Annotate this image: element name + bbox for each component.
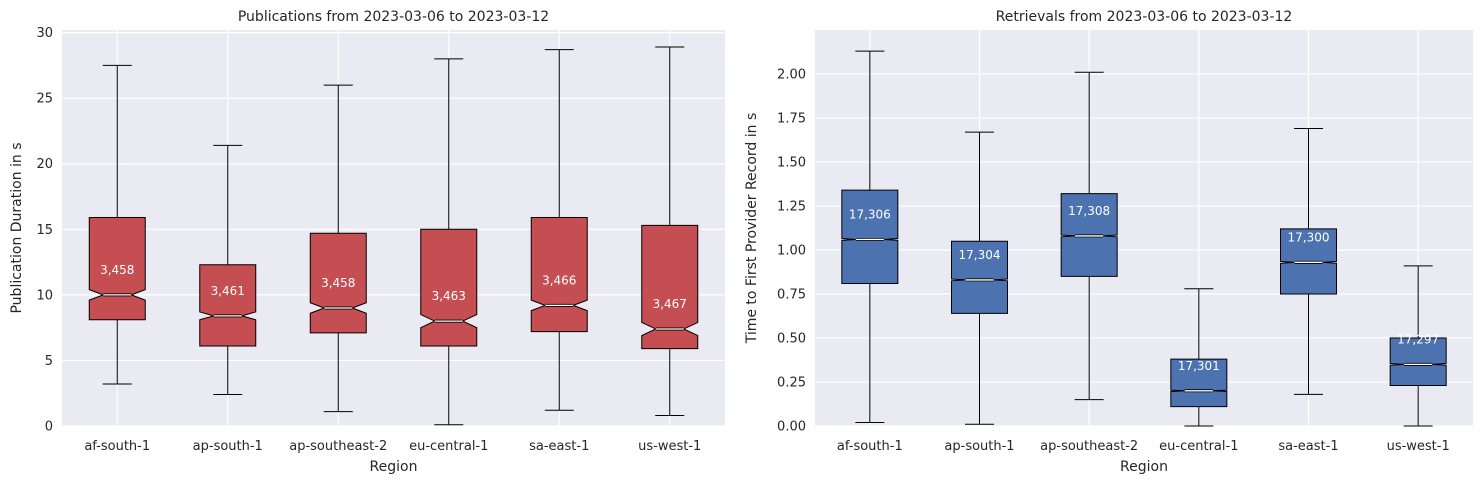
retrievals-box-us-west-1: 17,297 [1389, 265, 1447, 427]
box-body [951, 240, 1008, 314]
retrievals-y-tick-label: 1.00 [777, 244, 806, 259]
box-body [1170, 358, 1228, 408]
retrievals-y-tick-label: 0.75 [777, 288, 806, 303]
publications-box-eu-central-1: 3,463 [420, 58, 478, 426]
publications-y-tick-label: 0 [45, 420, 53, 435]
publications-panel: 3,458 3,461 3,458 3,463 3,466 3,467 0 5 10 15 20 2… [9, 9, 725, 475]
sample-count-label: 3,463 [432, 289, 466, 303]
retrievals-box-eu-central-1: 17,301 [1170, 288, 1228, 427]
sample-count-label: 3,461 [211, 284, 245, 298]
retrievals-x-tick-label: sa-east-1 [1278, 439, 1338, 454]
publications-box-us-west-1: 3,467 [641, 46, 699, 417]
retrievals-y-tick-label: 0.50 [777, 332, 806, 347]
sample-count-label: 3,458 [100, 263, 134, 277]
sample-count-label: 17,304 [959, 248, 1001, 262]
publications-y-tick-label: 25 [36, 92, 53, 107]
sample-count-label: 17,297 [1397, 332, 1439, 346]
retrievals-x-tick-label: us-west-1 [1387, 439, 1450, 454]
publications-chart-title: Publications from 2023-03-06 to 2023-03-… [238, 9, 549, 25]
retrievals-y-tick-label: 1.75 [777, 112, 806, 127]
box-body [420, 228, 478, 347]
retrievals-box-ap-southeast-2: 17,308 [1060, 71, 1118, 401]
retrievals-plot-area [815, 30, 1473, 426]
sample-count-label: 17,301 [1178, 359, 1220, 373]
retrievals-y-tick-label: 2.00 [777, 68, 806, 83]
retrievals-box-af-south-1: 17,306 [841, 50, 899, 423]
publications-y-tick-label: 30 [36, 26, 53, 41]
box-body [641, 224, 699, 350]
retrievals-x-tick-label: ap-south-1 [944, 439, 1014, 454]
publications-box-af-south-1: 3,458 [88, 64, 146, 385]
retrievals-boxes: 17,306 17,304 17,308 17,301 17,300 17,297 [841, 50, 1447, 427]
sample-count-label: 17,308 [1068, 204, 1110, 218]
sample-count-label: 3,458 [321, 276, 355, 290]
publications-x-tick-label: af-south-1 [84, 439, 150, 454]
retrievals-y-tick-label: 0.00 [777, 420, 806, 435]
box-body [841, 189, 899, 284]
publications-y-axis-label: Publication Duration in s [9, 142, 25, 313]
retrievals-y-ticks: 0.00 0.25 0.50 0.75 1.00 1.25 1.50 1.75 2.00 [777, 68, 806, 435]
retrievals-chart-title: Retrievals from 2023-03-06 to 2023-03-12 [996, 9, 1293, 25]
publications-y-tick-label: 10 [36, 288, 53, 303]
retrievals-y-axis-label: Time to First Provider Record in s [744, 113, 760, 345]
sample-count-label: 3,467 [653, 297, 687, 311]
retrievals-x-ticks: af-south-1 ap-south-1 ap-southeast-2 eu-cen… [837, 439, 1450, 454]
publications-y-tick-label: 5 [45, 354, 53, 369]
publications-plot-area [62, 30, 725, 426]
retrievals-y-tick-label: 1.25 [777, 200, 806, 215]
sample-count-label: 3,466 [542, 273, 576, 287]
retrievals-y-tick-label: 1.50 [777, 156, 806, 171]
sample-count-label: 17,300 [1288, 230, 1330, 244]
publications-x-tick-label: ap-south-1 [193, 439, 263, 454]
publications-x-tick-label: eu-central-1 [409, 439, 488, 454]
retrievals-x-tick-label: af-south-1 [837, 439, 903, 454]
box-body [530, 217, 588, 333]
publications-x-tick-label: us-west-1 [638, 439, 701, 454]
retrievals-y-tick-label: 0.25 [777, 376, 806, 391]
publications-x-tick-label: ap-southeast-2 [289, 439, 387, 454]
publications-box-ap-southeast-2: 3,458 [309, 84, 367, 413]
publications-x-axis-label: Region [370, 459, 418, 475]
publications-x-tick-label: sa-east-1 [529, 439, 589, 454]
retrievals-box-ap-south-1: 17,304 [951, 131, 1008, 425]
box-body [1389, 337, 1447, 387]
retrievals-x-tick-label: eu-central-1 [1159, 439, 1238, 454]
publications-x-ticks: af-south-1 ap-south-1 ap-southeast-2 eu-cen… [84, 439, 701, 454]
publications-box-sa-east-1: 3,466 [530, 49, 588, 411]
retrievals-x-tick-label: ap-southeast-2 [1040, 439, 1138, 454]
sample-count-label: 17,306 [849, 207, 891, 221]
box-body [199, 264, 257, 347]
publications-boxes: 3,458 3,461 3,458 3,463 3,466 3,467 [88, 46, 699, 426]
retrievals-box-sa-east-1: 17,300 [1280, 128, 1337, 395]
retrievals-x-axis-label: Region [1120, 459, 1168, 475]
publications-y-tick-label: 15 [36, 223, 53, 238]
publications-y-tick-label: 20 [36, 157, 53, 172]
publications-y-ticks: 0 5 10 15 20 25 30 [36, 26, 53, 434]
retrievals-panel: 17,306 17,304 17,308 17,301 17,300 17,297 0.0… [744, 9, 1473, 475]
publications-box-ap-south-1: 3,461 [199, 144, 257, 396]
